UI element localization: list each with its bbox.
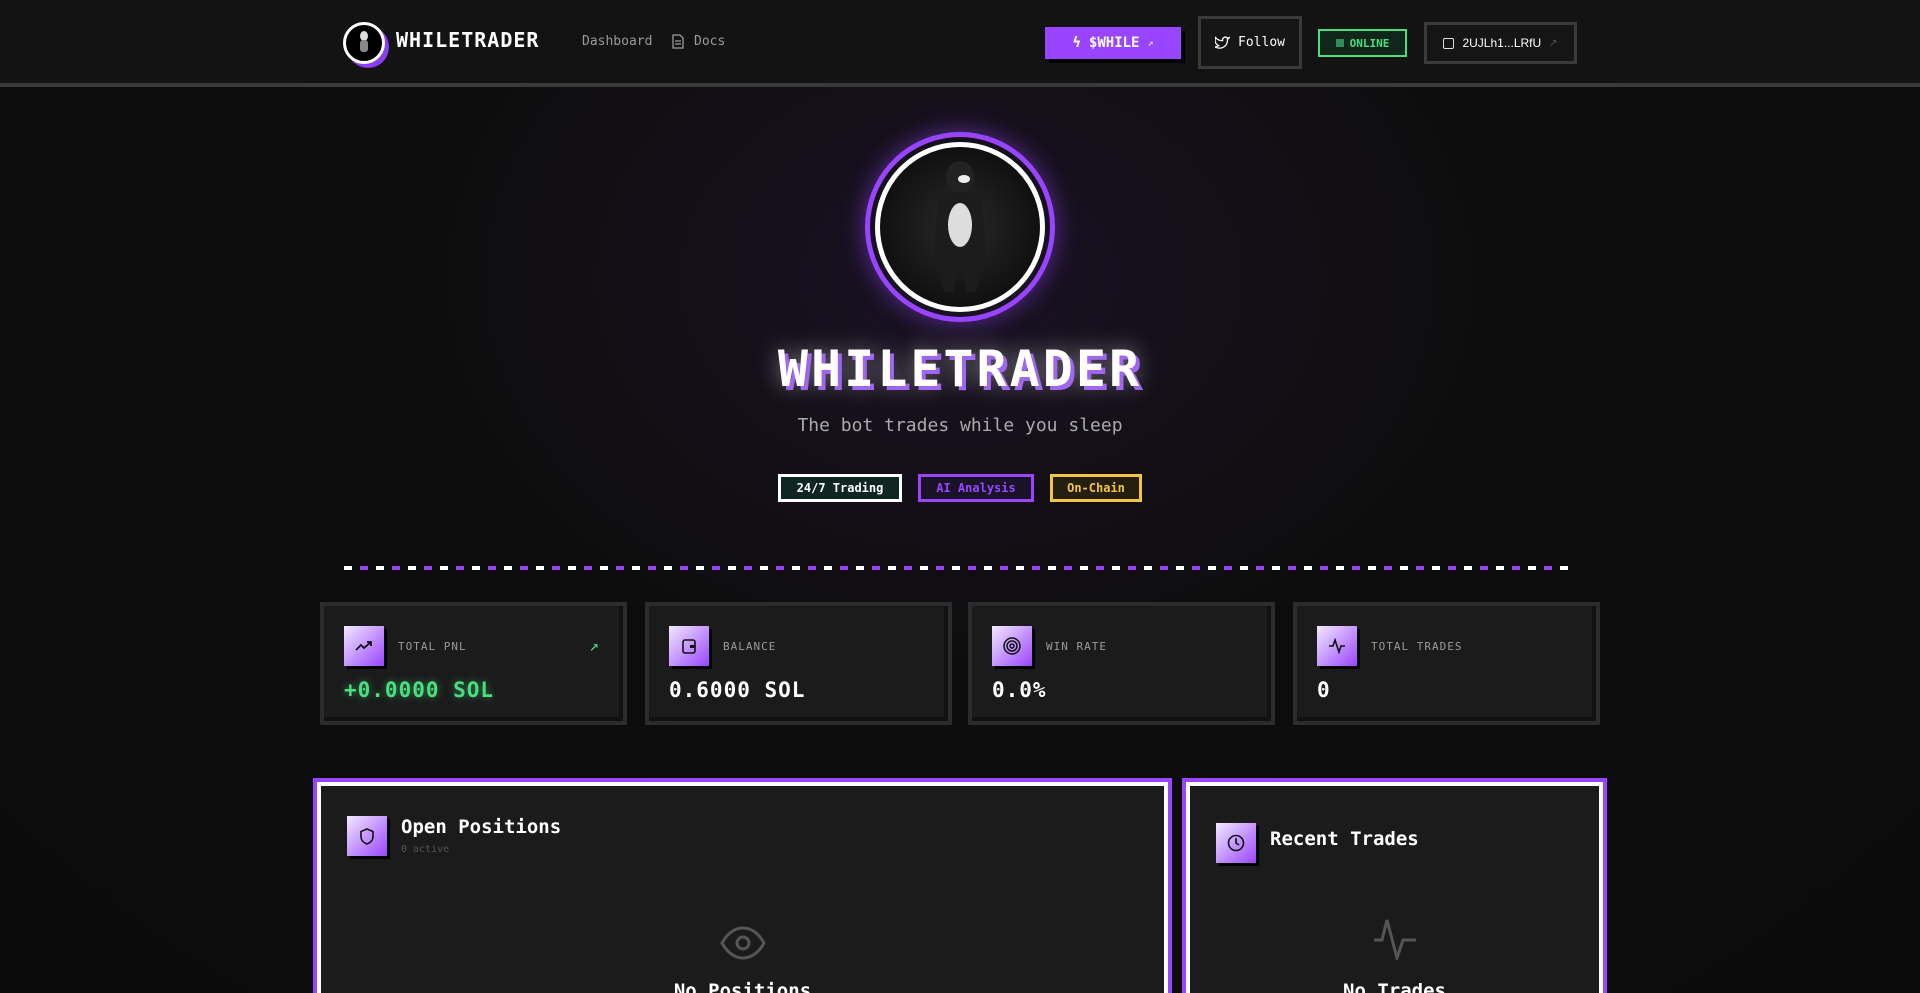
status-badge: ONLINE [1318, 29, 1407, 57]
divider [344, 566, 1568, 570]
activity-icon [1190, 916, 1599, 964]
stat-label: TOTAL PNL [398, 640, 467, 653]
stat-card-pnl: TOTAL PNL ↗ +0.0000 SOL [320, 602, 627, 725]
panel-title: Open Positions [401, 816, 562, 838]
panel-subtitle: 0 active [401, 844, 450, 855]
twitter-icon [1215, 36, 1231, 49]
shield-icon [347, 816, 387, 856]
empty-state-text: No Trades [1343, 980, 1446, 993]
wallet-address: 2UJLh1...LRfU [1462, 36, 1542, 50]
badge-ai: AI Analysis [918, 474, 1034, 502]
status-dot-icon [1335, 39, 1344, 47]
badge-trading: 24/7 Trading [778, 474, 902, 502]
follow-button[interactable]: Follow [1198, 16, 1302, 69]
badge-onchain: On-Chain [1050, 474, 1142, 502]
wallet-icon [669, 626, 709, 666]
brand-name[interactable]: WHILETRADER [396, 28, 540, 52]
document-icon [672, 34, 684, 49]
wallet-icon [1443, 37, 1455, 49]
empty-state-text: No Positions [673, 980, 812, 993]
wallet-button[interactable]: 2UJLh1...LRfU ↗ [1424, 22, 1577, 64]
stat-value: 0.0% [992, 678, 1047, 702]
orca-character-image [934, 161, 986, 292]
stat-value: 0 [1317, 678, 1331, 702]
recent-trades-panel: Recent Trades No Trades [1182, 778, 1607, 993]
hero-avatar [865, 132, 1055, 322]
clock-icon [1216, 823, 1256, 863]
activity-icon [1317, 626, 1357, 666]
panel-title: Recent Trades [1270, 828, 1419, 850]
stat-value: 0.6000 SOL [669, 678, 806, 702]
status-label: ONLINE [1349, 36, 1390, 50]
eye-icon [321, 926, 1164, 964]
external-link-icon: ↗ [1147, 37, 1154, 49]
lightning-icon: ϟ [1072, 35, 1081, 51]
hero-subtitle: The bot trades while you sleep [797, 415, 1123, 436]
target-icon [992, 626, 1032, 666]
external-link-icon: ↗ [1549, 37, 1558, 49]
token-label: $WHILE [1088, 35, 1140, 51]
arrow-up-right-icon: ↗ [589, 636, 599, 655]
trending-up-icon [344, 626, 384, 666]
stat-value: +0.0000 SOL [344, 678, 495, 702]
top-nav: WHILETRADER Dashboard Docs ϟ $WHILE ↗ Foll… [0, 0, 1920, 87]
stat-card-winrate: WIN RATE 0.0% [968, 602, 1275, 725]
stat-card-balance: BALANCE 0.6000 SOL [645, 602, 952, 725]
stat-label: BALANCE [723, 640, 777, 653]
open-positions-panel: Open Positions 0 active No Positions [313, 778, 1172, 993]
nav-dashboard[interactable]: Dashboard [582, 34, 653, 49]
stat-label: TOTAL TRADES [1371, 640, 1463, 653]
hero-title: WHILETRADER [777, 340, 1143, 398]
nav-docs[interactable]: Docs [694, 34, 726, 49]
stat-label: WIN RATE [1046, 640, 1107, 653]
follow-label: Follow [1238, 35, 1285, 50]
logo[interactable] [343, 22, 385, 64]
stat-card-trades: TOTAL TRADES 0 [1293, 602, 1600, 725]
token-button[interactable]: ϟ $WHILE ↗ [1045, 27, 1181, 59]
